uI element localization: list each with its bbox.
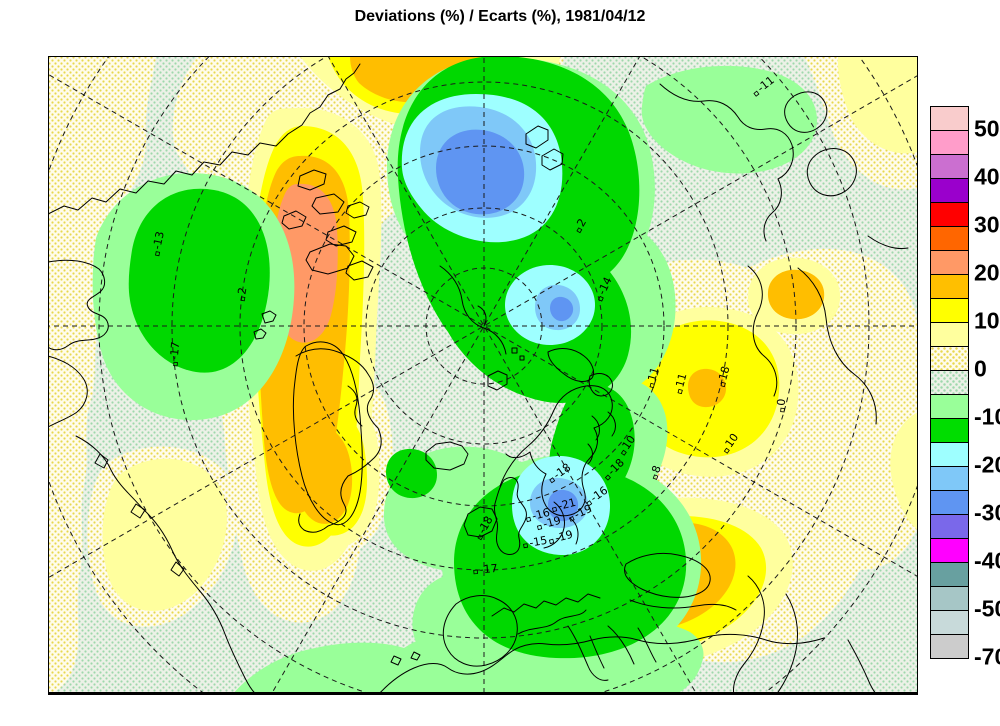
legend-tick-label: -10 [974, 403, 1000, 430]
color-scale-legend: 50 40 30 20 10 0 -10 -20 -30 -40 -50 -70 [930, 106, 1000, 669]
legend-swatch [930, 394, 969, 419]
legend-swatch [930, 418, 969, 443]
svg-text:-17: -17 [168, 341, 183, 360]
legend-swatch [930, 178, 969, 203]
legend-swatch [930, 490, 969, 515]
legend-swatch [930, 538, 969, 563]
legend-swatch [930, 370, 969, 395]
svg-text:18: 18 [716, 365, 732, 382]
legend-swatches [930, 106, 969, 659]
chart-title: Deviations (%) / Ecarts (%), 1981/04/12 [354, 8, 646, 25]
svg-text:-21: -21 [557, 496, 578, 513]
svg-text:0: 0 [775, 398, 789, 406]
legend-tick-label: 40 [974, 163, 1000, 190]
legend-swatch [930, 610, 969, 635]
legend-tick-label: 50 [974, 115, 1000, 142]
legend-tick-label: -40 [974, 547, 1000, 574]
legend-swatch [930, 250, 969, 275]
legend-tick-label: -70 [974, 643, 1000, 670]
map-area: -13 -17 2 2 -14 -11 11 11 18 0 10 10 8 -18 -16 -21 -19 -1… [48, 56, 918, 695]
legend-swatch [930, 274, 969, 299]
legend-swatch [930, 466, 969, 491]
legend-tick-label: 10 [974, 307, 1000, 334]
legend-swatch [930, 130, 969, 155]
svg-text:-19: -19 [554, 528, 575, 545]
legend-tick-label: 20 [974, 259, 1000, 286]
svg-text:-19: -19 [542, 514, 563, 531]
legend-swatch [930, 346, 969, 371]
legend-swatch [930, 586, 969, 611]
legend-swatch [930, 322, 969, 347]
graticule [48, 56, 918, 695]
legend-tick-label: -30 [974, 499, 1000, 526]
svg-text:11: 11 [673, 372, 689, 389]
legend-swatch [930, 154, 969, 179]
legend-tick-label: 30 [974, 211, 1000, 238]
legend-swatch [930, 106, 969, 131]
legend-tick-label: 0 [974, 355, 987, 382]
svg-text:-13: -13 [150, 230, 166, 250]
svg-text:-16: -16 [531, 506, 552, 523]
legend-tick-label: -20 [974, 451, 1000, 478]
legend-swatch [930, 202, 969, 227]
band-neg25-to-30 [436, 129, 579, 522]
svg-text:-17: -17 [479, 562, 498, 577]
legend-tick-label: -50 [974, 595, 1000, 622]
legend-swatch [930, 562, 969, 587]
legend-swatch [930, 634, 969, 659]
legend-swatch [930, 514, 969, 539]
svg-text:8: 8 [649, 464, 664, 475]
svg-text:11: 11 [645, 366, 661, 383]
coastlines [48, 63, 909, 695]
svg-text:-15: -15 [528, 534, 548, 550]
legend-swatch [930, 226, 969, 251]
legend-swatch [930, 442, 969, 467]
svg-text:2: 2 [235, 286, 249, 295]
legend-swatch [930, 298, 969, 323]
